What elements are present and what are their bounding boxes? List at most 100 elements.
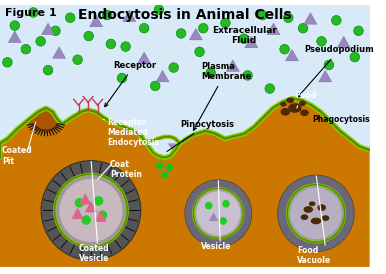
Ellipse shape bbox=[300, 109, 309, 116]
Circle shape bbox=[121, 42, 130, 51]
Circle shape bbox=[219, 217, 227, 225]
Ellipse shape bbox=[311, 218, 321, 224]
Circle shape bbox=[59, 179, 122, 242]
Circle shape bbox=[98, 210, 107, 220]
Circle shape bbox=[43, 65, 53, 75]
Circle shape bbox=[350, 52, 360, 62]
Circle shape bbox=[10, 21, 20, 30]
Circle shape bbox=[73, 55, 82, 64]
Circle shape bbox=[222, 200, 230, 208]
Circle shape bbox=[117, 73, 127, 83]
Text: Pseudopodium: Pseudopodium bbox=[298, 45, 374, 97]
Ellipse shape bbox=[281, 108, 290, 116]
Circle shape bbox=[324, 60, 334, 70]
Circle shape bbox=[185, 180, 252, 247]
Circle shape bbox=[166, 164, 173, 171]
Circle shape bbox=[161, 171, 169, 179]
Polygon shape bbox=[123, 10, 136, 22]
Circle shape bbox=[243, 71, 252, 80]
Text: Vesicle: Vesicle bbox=[201, 242, 232, 251]
Circle shape bbox=[29, 8, 38, 17]
Polygon shape bbox=[42, 23, 54, 35]
Text: Plasma
Membrane: Plasma Membrane bbox=[193, 62, 251, 130]
Circle shape bbox=[54, 174, 127, 247]
Circle shape bbox=[206, 68, 215, 78]
Polygon shape bbox=[209, 212, 218, 221]
Circle shape bbox=[196, 191, 240, 235]
Ellipse shape bbox=[309, 201, 315, 206]
Circle shape bbox=[239, 34, 249, 44]
Circle shape bbox=[102, 10, 112, 20]
Polygon shape bbox=[304, 13, 317, 24]
Polygon shape bbox=[190, 28, 202, 40]
Circle shape bbox=[290, 187, 342, 239]
Circle shape bbox=[198, 23, 208, 33]
Text: Receptor
Mediated
Endocytosis: Receptor Mediated Endocytosis bbox=[107, 118, 159, 147]
Circle shape bbox=[332, 16, 341, 25]
Circle shape bbox=[278, 175, 354, 252]
Ellipse shape bbox=[303, 206, 313, 213]
Text: Phagocytosis: Phagocytosis bbox=[312, 115, 370, 124]
Ellipse shape bbox=[301, 214, 308, 220]
Circle shape bbox=[221, 18, 230, 28]
Polygon shape bbox=[286, 49, 298, 61]
Circle shape bbox=[36, 36, 46, 46]
Polygon shape bbox=[226, 60, 239, 72]
Circle shape bbox=[298, 23, 308, 33]
Circle shape bbox=[51, 26, 60, 36]
Circle shape bbox=[156, 162, 164, 169]
Text: Endocytosis in Animal Cells: Endocytosis in Animal Cells bbox=[78, 8, 291, 22]
Circle shape bbox=[41, 161, 141, 260]
Polygon shape bbox=[95, 210, 107, 222]
Polygon shape bbox=[79, 193, 91, 205]
Circle shape bbox=[195, 47, 204, 57]
Ellipse shape bbox=[299, 100, 306, 106]
Circle shape bbox=[169, 63, 178, 72]
Text: Receptor: Receptor bbox=[105, 61, 156, 107]
Circle shape bbox=[317, 36, 326, 46]
Circle shape bbox=[151, 81, 160, 91]
Circle shape bbox=[139, 23, 149, 33]
Ellipse shape bbox=[280, 102, 287, 107]
Polygon shape bbox=[245, 36, 258, 48]
Circle shape bbox=[287, 185, 345, 242]
Ellipse shape bbox=[288, 103, 301, 113]
Polygon shape bbox=[52, 47, 66, 58]
Circle shape bbox=[257, 10, 267, 20]
Text: Food
Vacuole: Food Vacuole bbox=[297, 246, 331, 265]
Circle shape bbox=[81, 215, 91, 225]
Circle shape bbox=[94, 196, 103, 206]
Ellipse shape bbox=[286, 98, 294, 103]
Circle shape bbox=[265, 84, 274, 93]
Text: Coated
Vesicle: Coated Vesicle bbox=[78, 244, 109, 263]
Circle shape bbox=[205, 202, 213, 210]
Ellipse shape bbox=[317, 204, 326, 211]
Polygon shape bbox=[319, 70, 332, 82]
Polygon shape bbox=[0, 98, 369, 267]
Ellipse shape bbox=[322, 215, 329, 221]
Circle shape bbox=[354, 26, 363, 36]
Circle shape bbox=[21, 44, 30, 54]
Text: Coated
Pit: Coated Pit bbox=[2, 146, 32, 166]
Polygon shape bbox=[8, 31, 21, 42]
Polygon shape bbox=[337, 36, 350, 48]
Text: Pinocytosis: Pinocytosis bbox=[167, 120, 234, 152]
Text: Food: Food bbox=[295, 91, 316, 100]
Polygon shape bbox=[85, 201, 97, 212]
Polygon shape bbox=[90, 15, 103, 27]
Circle shape bbox=[3, 58, 12, 67]
Circle shape bbox=[193, 189, 243, 238]
Polygon shape bbox=[138, 52, 151, 64]
Polygon shape bbox=[168, 143, 177, 150]
Polygon shape bbox=[267, 23, 280, 35]
Circle shape bbox=[106, 39, 116, 49]
Text: Figure 1: Figure 1 bbox=[5, 8, 56, 18]
Text: Coat
Protein: Coat Protein bbox=[110, 160, 142, 179]
Text: Extracellular
Fluid: Extracellular Fluid bbox=[212, 26, 277, 45]
Circle shape bbox=[280, 44, 290, 54]
Circle shape bbox=[176, 29, 186, 38]
Circle shape bbox=[84, 31, 93, 41]
Polygon shape bbox=[156, 70, 169, 82]
Circle shape bbox=[74, 198, 84, 208]
Circle shape bbox=[283, 13, 293, 22]
